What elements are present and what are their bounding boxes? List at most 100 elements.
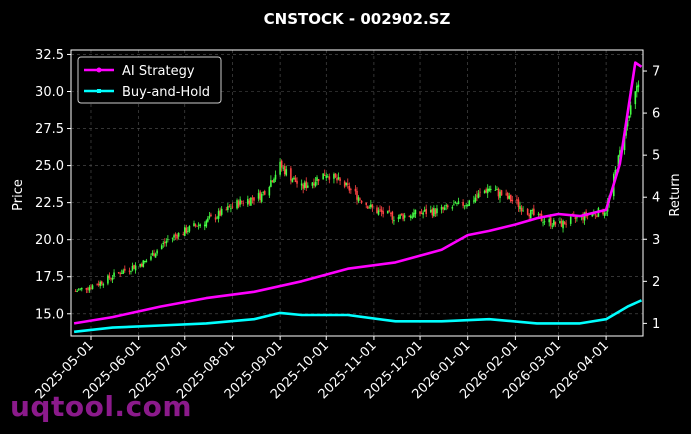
candle-body <box>499 191 501 198</box>
candle-body <box>506 192 509 199</box>
candle-body <box>617 155 620 172</box>
candle-body <box>194 224 197 226</box>
candle-body <box>217 211 220 219</box>
candle-body <box>533 208 535 216</box>
candle-body <box>489 188 492 191</box>
candle-body <box>97 283 100 286</box>
candle-body <box>465 205 467 207</box>
candle-body <box>208 216 211 218</box>
candle-body <box>511 199 514 202</box>
candle-body <box>283 166 286 175</box>
candle-body <box>110 278 112 280</box>
candle-body <box>102 284 105 286</box>
y-right-tick-label: 3 <box>652 233 660 248</box>
candle-body <box>443 207 446 210</box>
candle-body <box>516 199 518 201</box>
candle-body <box>336 178 338 181</box>
candle-body <box>526 209 529 215</box>
candle-body <box>402 214 404 220</box>
candle-body <box>343 181 346 187</box>
candle-body <box>370 204 372 208</box>
candle-body <box>270 180 272 187</box>
candle-body <box>167 239 169 241</box>
candle-body <box>174 234 177 236</box>
candle-body <box>323 174 326 176</box>
candle-body <box>119 273 122 275</box>
candle-body <box>414 209 417 215</box>
candle-body <box>554 221 557 225</box>
candle-body <box>144 261 146 263</box>
candle-body <box>333 174 335 179</box>
candle-body <box>205 220 208 227</box>
candle-body <box>257 193 260 199</box>
candle-body <box>99 281 102 286</box>
candle-body <box>316 177 318 181</box>
candle-body <box>483 190 486 194</box>
candle-body <box>290 168 292 181</box>
candle-body <box>494 189 497 191</box>
candle-body <box>325 175 328 178</box>
y-axis-left: 15.0 17.5 20.0 22.5 25.0 27.5 30.0 32.5 <box>35 48 71 322</box>
candle-body <box>279 161 281 175</box>
candle-body <box>582 214 584 220</box>
candle-body <box>248 200 251 204</box>
candle-body <box>305 181 308 189</box>
candle-body <box>468 200 471 206</box>
candle-body <box>379 209 381 211</box>
candle-body <box>306 185 309 188</box>
candle-body <box>185 227 188 233</box>
candle-body <box>96 284 98 286</box>
candle-body <box>80 287 83 290</box>
candle-body <box>210 214 212 217</box>
candle-body <box>345 182 348 185</box>
candle-body <box>77 289 80 291</box>
candle-body <box>239 199 241 205</box>
candle-body <box>377 210 380 215</box>
candle-body <box>529 209 532 219</box>
candle-body <box>251 198 254 200</box>
candle-body <box>247 198 249 205</box>
candle-body <box>368 207 371 209</box>
candle-body <box>410 215 412 218</box>
candle-body <box>173 235 175 238</box>
y-left-tick-label: 25.0 <box>35 159 64 174</box>
candle-body <box>156 250 158 254</box>
candle-body <box>177 232 180 237</box>
candle-body <box>199 224 201 227</box>
candle-body <box>120 273 123 275</box>
candle-body <box>603 213 606 216</box>
candle-body <box>636 85 638 92</box>
legend-marker-buy-and-hold <box>97 89 101 93</box>
candle-body <box>303 182 306 188</box>
candle-body <box>474 197 477 202</box>
candle-body <box>311 182 314 186</box>
candle-body <box>134 265 137 271</box>
candle-body <box>356 190 358 200</box>
y-left-tick-label: 22.5 <box>35 196 64 211</box>
candle-body <box>565 223 567 225</box>
candle-body <box>282 167 284 169</box>
candle-body <box>171 237 174 239</box>
candle-body <box>457 201 460 204</box>
candle-body <box>576 217 578 219</box>
candle-body <box>594 214 597 216</box>
candle-body <box>163 242 166 244</box>
candle-body <box>187 230 189 232</box>
candle-body <box>542 222 544 224</box>
candle-body <box>436 208 438 214</box>
candle-body <box>130 271 132 272</box>
candle-body <box>242 202 245 204</box>
candle-body <box>591 214 594 217</box>
candle-body <box>154 253 157 258</box>
candle-body <box>522 210 524 212</box>
candle-body <box>500 190 503 196</box>
candle-body <box>596 215 598 217</box>
candle-body <box>79 288 82 290</box>
candle-body <box>346 183 349 185</box>
candle-body <box>293 177 295 180</box>
candle-body <box>354 188 357 192</box>
candle-body <box>225 209 228 211</box>
candle-body <box>519 206 521 210</box>
candle-body <box>628 116 630 119</box>
